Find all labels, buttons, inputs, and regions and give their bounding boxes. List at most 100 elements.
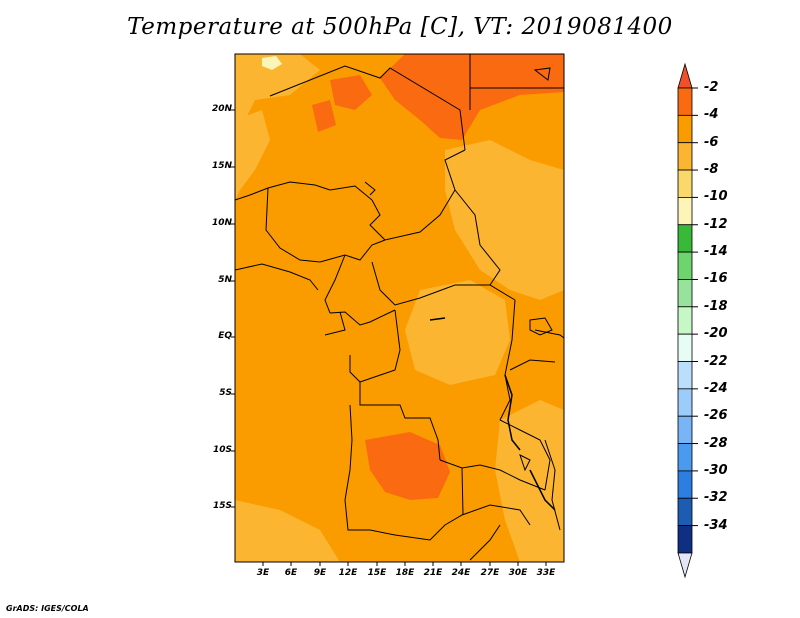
colorbar-label: -18	[704, 298, 728, 314]
colorbar-label: -4	[704, 107, 719, 123]
colorbar-label: -2	[704, 80, 719, 95]
colorbar-swatch	[677, 525, 693, 554]
colorbar-swatch	[677, 251, 693, 280]
colorbar-swatch	[677, 196, 693, 226]
colorbar-swatch	[677, 279, 693, 308]
lat-label-5s: 5S	[219, 388, 232, 398]
colorbar-label: -14	[704, 244, 728, 260]
border-angola	[344, 404, 396, 536]
lon-label-15e: 15E	[367, 568, 387, 578]
colorbar-swatch	[677, 114, 693, 144]
colorbar-swatch	[677, 224, 693, 253]
y-ticks	[231, 109, 235, 508]
lat-label-10s: 10S	[212, 445, 232, 455]
lat-label-20n: 20N	[211, 104, 232, 114]
field-light-spot	[262, 56, 282, 70]
lake-tanganyika	[504, 374, 521, 451]
border-zambia-n	[439, 459, 546, 491]
colorbar-label: -28	[704, 435, 728, 451]
field-warm-south	[365, 432, 450, 500]
colorbar	[677, 62, 698, 579]
colorbar-bottom-arrow	[677, 552, 693, 579]
lon-label-9e: 9E	[313, 568, 327, 578]
lake-malawi	[529, 469, 556, 511]
colorbar-label: -26	[704, 408, 728, 424]
country-borders	[235, 54, 564, 561]
field-warm-n	[330, 75, 372, 110]
lat-label-10n: 10N	[211, 218, 232, 228]
colorbar-swatch	[677, 443, 693, 472]
border-chad	[369, 149, 466, 241]
lat-label-5n: 5N	[218, 275, 232, 285]
field-light-west	[235, 110, 270, 200]
lon-label-21e: 21E	[423, 568, 443, 578]
field-light-east	[445, 140, 564, 300]
lon-label-24e: 24E	[451, 568, 471, 578]
border-kenya	[534, 329, 564, 339]
field-light-sw	[235, 500, 340, 562]
border-drc-south	[359, 382, 441, 461]
lake-mweru	[519, 454, 531, 472]
map-frame	[234, 53, 565, 563]
lake-chad	[364, 181, 376, 196]
field-warm-nw	[312, 100, 336, 132]
map-title: Temperature at 500hPa [C], VT: 201908140…	[127, 14, 673, 40]
colorbar-swatch	[677, 306, 693, 335]
border-eqg	[324, 311, 346, 336]
colorbar-label: -24	[704, 380, 728, 396]
colorbar-top-arrow	[677, 62, 693, 89]
colorbar-swatch	[677, 497, 693, 527]
colorbar-label: -34	[704, 517, 728, 533]
border-uganda	[509, 359, 556, 371]
field-warm-ne	[380, 54, 564, 140]
lon-label-27e: 27E	[480, 568, 500, 578]
temperature-field	[235, 54, 564, 562]
lake-victoria	[529, 317, 553, 336]
lon-label-6e: 6E	[284, 568, 298, 578]
colorbar-swatch	[677, 87, 693, 116]
border-sudan	[454, 189, 501, 286]
colorbar-swatch	[677, 470, 693, 499]
lon-label-18e: 18E	[395, 568, 415, 578]
lon-label-3e: 3E	[256, 568, 270, 578]
colorbar-label: -30	[704, 462, 728, 478]
field-light-central	[405, 280, 510, 385]
river-congo	[429, 317, 446, 321]
border-benin	[265, 187, 321, 263]
border-zimbabwe	[469, 524, 501, 561]
colorbar-swatch	[677, 361, 693, 390]
border-zambia-s	[394, 504, 531, 541]
x-ticks	[262, 562, 547, 566]
lon-label-30e: 30E	[508, 568, 528, 578]
colorbar-label: -20	[704, 326, 728, 342]
lat-label-eq: EQ	[218, 331, 232, 341]
grads-credit: GrADS: IGES/COLA	[6, 604, 89, 613]
colorbar-swatch	[677, 142, 693, 171]
lat-label-15n: 15N	[211, 161, 232, 171]
border-cameroon	[324, 254, 346, 314]
border-congo	[349, 309, 401, 383]
colorbar-label: -16	[704, 271, 728, 287]
lon-label-33e: 33E	[536, 568, 556, 578]
border-malawi	[544, 439, 561, 531]
colorbar-label: -6	[704, 134, 719, 150]
colorbar-label: -22	[704, 353, 728, 369]
border-cameroon-n	[319, 239, 386, 263]
colorbar-label: -8	[704, 162, 719, 178]
colorbar-swatch	[677, 169, 693, 198]
colorbar-swatch	[677, 333, 693, 362]
border-zambia-w	[461, 467, 464, 516]
lat-label-15s: 15S	[212, 501, 232, 511]
coastline-guinea	[235, 263, 319, 291]
border-tanzania	[499, 419, 551, 491]
colorbar-label: -32	[704, 490, 728, 506]
border-sahel	[235, 181, 373, 201]
colorbar-swatch	[677, 388, 693, 417]
border-north	[269, 65, 466, 151]
colorbar-label: -12	[704, 216, 728, 232]
colorbar-swatch	[677, 415, 693, 444]
colorbar-label: -10	[704, 189, 728, 205]
field-light-north	[235, 54, 320, 150]
lon-label-12e: 12E	[338, 568, 358, 578]
